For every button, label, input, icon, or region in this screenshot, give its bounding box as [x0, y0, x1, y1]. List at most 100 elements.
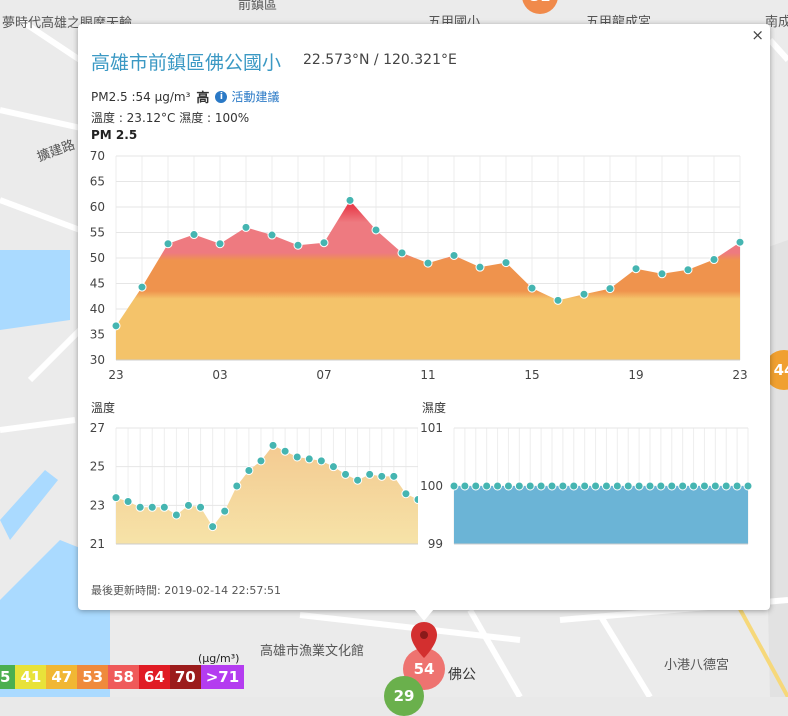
data-point — [678, 481, 688, 491]
y-tick-label: 100 — [420, 479, 443, 493]
y-tick-label: 25 — [90, 460, 105, 474]
y-tick-label: 99 — [428, 537, 443, 551]
data-point — [553, 295, 563, 305]
legend-item: 5 — [0, 665, 16, 689]
aqi-marker[interactable]: 51 — [522, 0, 558, 14]
data-point — [689, 481, 699, 491]
map-label: 南成 — [765, 15, 788, 30]
y-tick-label: 35 — [90, 328, 105, 342]
data-point — [709, 255, 719, 265]
data-point — [631, 264, 641, 274]
data-point — [267, 230, 277, 240]
data-point — [345, 195, 355, 205]
data-point — [316, 456, 326, 466]
data-point — [501, 258, 511, 268]
legend-item: >71 — [200, 665, 245, 689]
data-point — [304, 454, 314, 464]
data-point — [605, 284, 615, 294]
data-point — [341, 469, 351, 479]
humidity-chart: 99 100 101 — [420, 421, 753, 551]
data-point — [377, 471, 387, 481]
data-point — [268, 440, 278, 450]
data-point — [241, 222, 251, 232]
y-tick-label: 21 — [90, 537, 105, 551]
data-point — [365, 469, 375, 479]
data-point — [413, 495, 418, 505]
map-label: 小港八德宮 — [664, 658, 730, 673]
data-point — [293, 240, 303, 250]
data-point — [569, 481, 579, 491]
aqi-legend: 5 41 47 53 58 64 70 >71 — [0, 665, 245, 689]
map-label: 高雄市漁業文化館 — [260, 644, 365, 659]
data-point — [580, 481, 590, 491]
data-point — [514, 481, 524, 491]
pm25-chart: 30 35 40 45 50 55 60 65 70 23 03 07 11 15 19 23 — [90, 149, 748, 382]
legend-item: 53 — [77, 665, 109, 689]
data-point — [699, 481, 709, 491]
last-updated: 最後更新時間: 2019-02-14 22:57:51 — [91, 584, 282, 597]
data-point — [471, 481, 481, 491]
area-fill — [116, 200, 740, 360]
data-point — [215, 239, 225, 249]
data-point — [634, 481, 644, 491]
x-tick-label: 23 — [732, 368, 747, 382]
data-point — [623, 481, 633, 491]
data-point — [137, 282, 147, 292]
data-point — [601, 481, 611, 491]
map-label: 佛公 — [448, 667, 476, 683]
data-point — [579, 289, 589, 299]
close-icon[interactable]: × — [751, 26, 764, 44]
y-tick-label: 65 — [90, 175, 105, 189]
pm-value: PM2.5 :54 µg/m³ — [91, 89, 191, 104]
area-fill — [116, 445, 418, 544]
data-point — [256, 456, 266, 466]
popup-pointer — [414, 609, 434, 621]
location-pin-icon[interactable] — [410, 621, 438, 659]
legend-unit: (µg/m³) — [198, 652, 240, 665]
data-point — [292, 452, 302, 462]
temperature-chart: 21 23 25 27 — [90, 421, 418, 551]
x-tick-label: 07 — [316, 368, 331, 382]
y-tick-label: 60 — [90, 200, 105, 214]
data-point — [189, 230, 199, 240]
legend-item: 41 — [15, 665, 47, 689]
x-tick-label: 03 — [212, 368, 227, 382]
data-point — [135, 502, 145, 512]
data-point — [423, 258, 433, 268]
data-point — [111, 493, 121, 503]
data-point — [503, 481, 513, 491]
data-point — [525, 481, 535, 491]
data-point — [656, 481, 666, 491]
data-point — [536, 481, 546, 491]
aqi-marker[interactable]: 29 — [384, 676, 424, 716]
data-point — [527, 283, 537, 293]
y-tick-label: 45 — [90, 277, 105, 291]
pm-level-badge: 高 — [196, 91, 210, 106]
data-point — [397, 248, 407, 258]
station-popup: × 高雄市前鎮區佛公國小 22.573°N / 120.321°E PM2.5 … — [78, 24, 770, 610]
data-point — [591, 481, 601, 491]
data-point — [163, 239, 173, 249]
data-point — [710, 481, 720, 491]
station-title: 高雄市前鎮區佛公國小 — [91, 52, 282, 74]
data-point — [232, 481, 242, 491]
x-tick-label: 23 — [108, 368, 123, 382]
activity-advice-link[interactable]: i 活動建議 — [215, 88, 279, 105]
data-point — [371, 225, 381, 235]
data-point — [449, 481, 459, 491]
activity-advice-label: 活動建議 — [231, 90, 280, 104]
map-label: 前鎮區 — [238, 0, 278, 13]
data-point — [319, 238, 329, 248]
data-point — [280, 446, 290, 456]
data-point — [612, 481, 622, 491]
x-tick-label: 15 — [524, 368, 539, 382]
data-point — [401, 489, 411, 499]
data-point — [171, 510, 181, 520]
data-point — [147, 502, 157, 512]
pm25-chart-title: PM 2.5 — [91, 128, 138, 142]
area-fill — [454, 486, 748, 544]
data-point — [460, 481, 470, 491]
data-point — [196, 502, 206, 512]
humidity-chart-title: 濕度 — [422, 401, 447, 415]
data-point — [645, 481, 655, 491]
